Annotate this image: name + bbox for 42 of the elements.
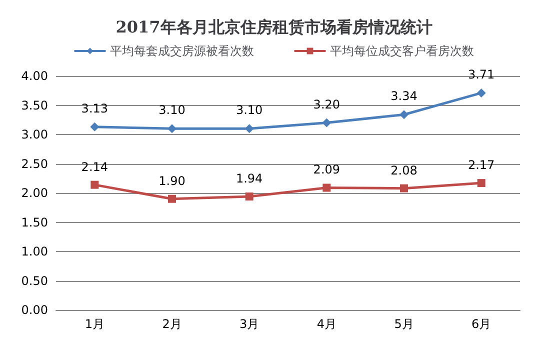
data-label: 3.13 xyxy=(81,101,108,116)
y-tick-label: 0.00 xyxy=(21,303,48,317)
y-tick-label: 1.50 xyxy=(21,215,48,230)
point xyxy=(322,184,331,192)
x-tick-label: 1月 xyxy=(84,317,104,331)
data-label: 1.90 xyxy=(158,174,186,188)
point xyxy=(244,124,254,134)
point xyxy=(477,179,486,188)
data-label: 2.17 xyxy=(468,158,495,172)
y-tick-label: 2.00 xyxy=(21,186,48,200)
y-tick-label: 3.00 xyxy=(21,128,48,142)
data-label: 3.10 xyxy=(236,103,263,118)
point xyxy=(400,184,408,192)
data-label: 3.20 xyxy=(313,97,340,112)
x-tick-label: 5月 xyxy=(394,317,414,331)
point xyxy=(476,88,486,98)
data-label: 2.14 xyxy=(81,160,108,174)
y-tick-label: 4.00 xyxy=(21,69,48,83)
point xyxy=(90,122,100,132)
point xyxy=(168,124,176,134)
x-tick-label: 6月 xyxy=(472,317,492,331)
legend-label: 平均每套成交房源被看次数 xyxy=(110,44,254,58)
y-tick-label: 3.50 xyxy=(21,98,48,112)
y-tick-label: 2.50 xyxy=(21,156,48,171)
legend-label: 平均每位成交客户看房次数 xyxy=(330,44,474,58)
data-label: 3.71 xyxy=(468,67,495,82)
data-label: 1.94 xyxy=(236,172,263,186)
data-label: 2.09 xyxy=(313,162,340,177)
point xyxy=(322,118,332,128)
point xyxy=(245,192,254,201)
chart-title: 2017年各月北京住房租赁市场看房情况统计 xyxy=(116,18,432,36)
x-tick-label: 2月 xyxy=(162,317,182,331)
y-tick-label: 1.00 xyxy=(21,244,48,258)
data-label: 2.08 xyxy=(390,163,418,178)
point xyxy=(168,194,176,203)
data-label: 3.34 xyxy=(390,89,418,104)
x-tick-label: 4月 xyxy=(316,317,336,331)
point xyxy=(90,180,99,189)
y-tick-label: 0.50 xyxy=(21,274,48,288)
x-tick-label: 3月 xyxy=(240,317,260,331)
data-label: 3.10 xyxy=(158,103,186,118)
point xyxy=(400,110,408,120)
